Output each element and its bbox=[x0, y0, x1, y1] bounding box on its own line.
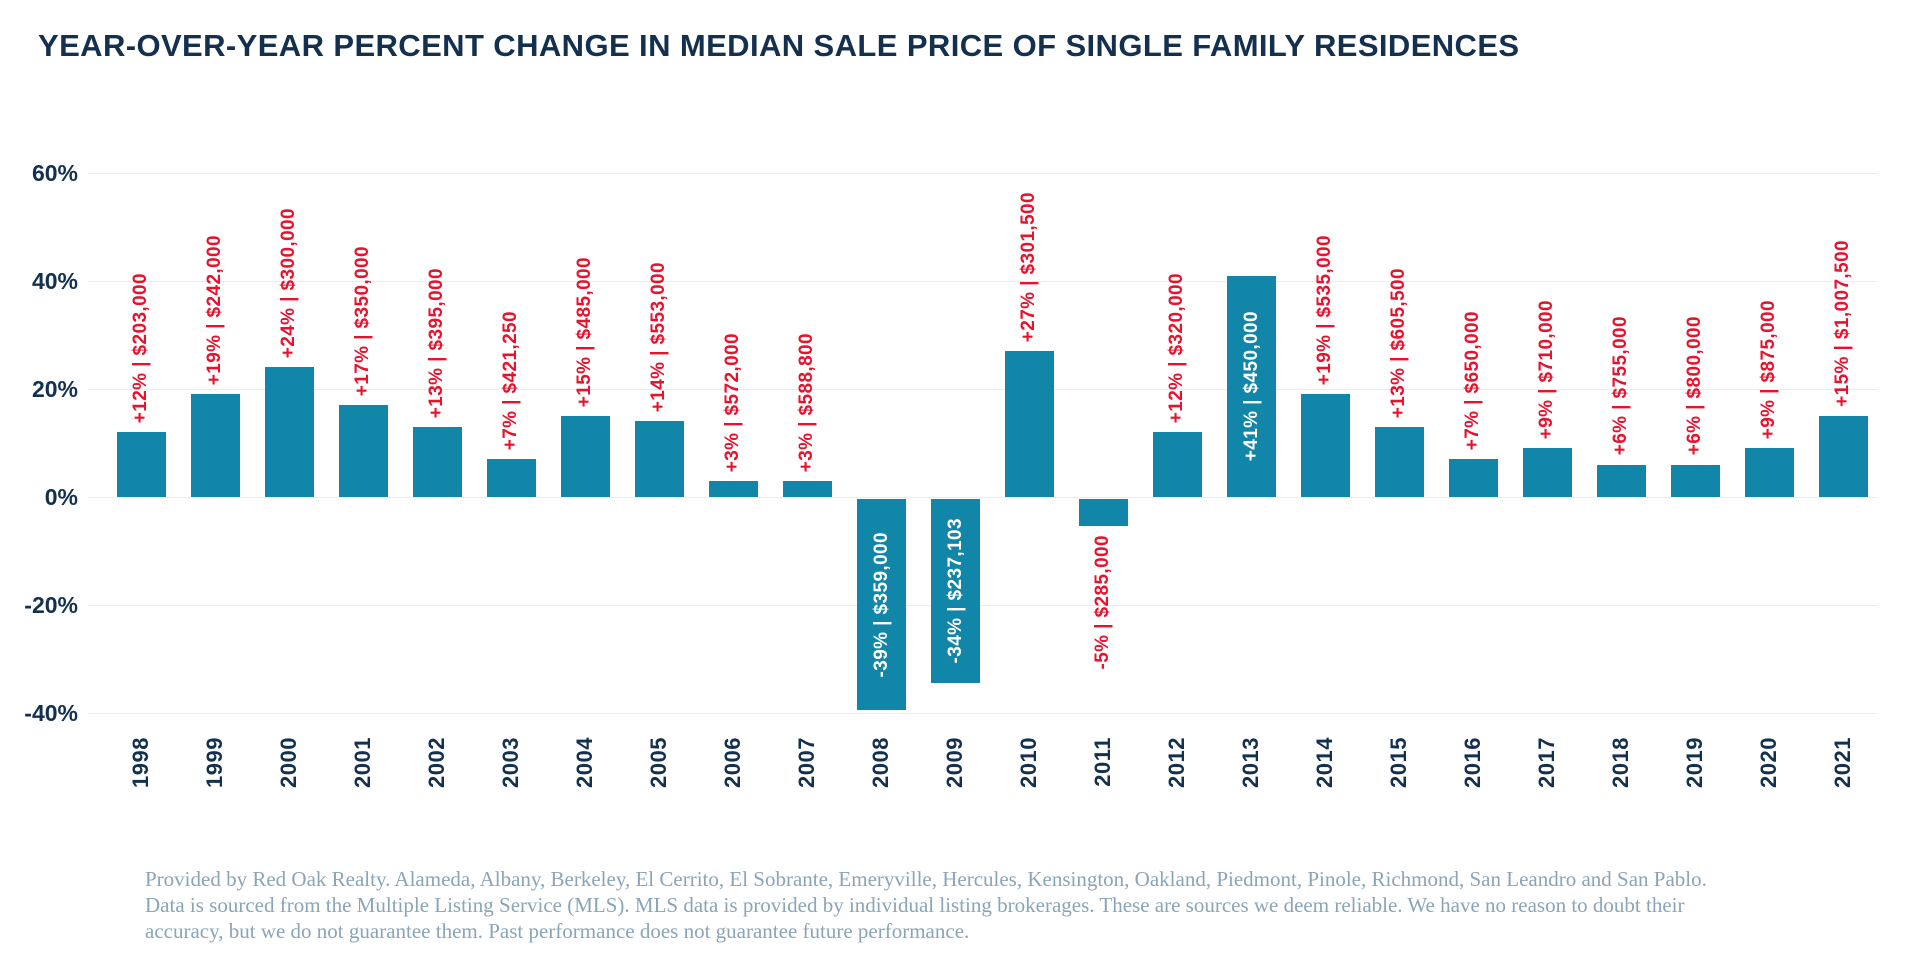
bar bbox=[1374, 426, 1424, 497]
bar-value-label: +19% | $242,000 bbox=[204, 235, 225, 386]
footer-disclaimer: Provided by Red Oak Realty. Alameda, Alb… bbox=[145, 866, 1885, 944]
bar bbox=[1522, 448, 1572, 497]
bar-value-label: +12% | $320,000 bbox=[1166, 272, 1187, 424]
x-axis-year-label: 2020 bbox=[1756, 737, 1781, 788]
gridline bbox=[88, 389, 1878, 390]
bar-value-label: +13% | $605,500 bbox=[1388, 267, 1409, 418]
bar-value-label: +12% | $203,000 bbox=[130, 272, 151, 424]
x-axis-year-label: 2007 bbox=[794, 737, 819, 788]
y-axis-tick-label: -40% bbox=[24, 700, 78, 726]
bar bbox=[1152, 432, 1202, 497]
bar-value-label: +15% | $1,007,500 bbox=[1832, 240, 1853, 407]
x-axis-year-label: 2011 bbox=[1090, 737, 1115, 787]
bar-value-label: -5% | $285,000 bbox=[1092, 535, 1113, 670]
y-axis-tick-label: 20% bbox=[31, 376, 78, 402]
x-axis-year-label: 2015 bbox=[1386, 737, 1411, 788]
bar-value-label: +19% | $535,000 bbox=[1314, 235, 1335, 386]
footer-line: accuracy, but we do not guarantee them. … bbox=[145, 919, 970, 943]
bar-value-label-wrap: -34% | $237,103 bbox=[931, 499, 980, 683]
bar bbox=[1670, 464, 1720, 497]
bar bbox=[116, 432, 166, 497]
bar-value-label: +15% | $485,000 bbox=[574, 256, 595, 407]
x-axis-year-label: 2003 bbox=[498, 737, 523, 788]
bar bbox=[782, 480, 832, 497]
bar-value-label: +41% | $450,000 bbox=[1240, 311, 1262, 462]
x-axis-year-label: 2008 bbox=[868, 737, 893, 788]
x-axis-year-label: 2017 bbox=[1534, 737, 1559, 788]
bar bbox=[1300, 394, 1350, 497]
bar-value-label: +13% | $395,000 bbox=[426, 267, 447, 418]
bar bbox=[634, 421, 684, 497]
bar-value-label: -39% | $359,000 bbox=[870, 531, 892, 678]
bar bbox=[708, 480, 758, 497]
bar-value-label: +9% | $710,000 bbox=[1536, 300, 1557, 440]
gridline bbox=[88, 173, 1878, 174]
y-axis-tick-label: 60% bbox=[31, 160, 78, 186]
bar-value-label-wrap: -39% | $359,000 bbox=[857, 499, 906, 710]
bar-value-label: -34% | $237,103 bbox=[944, 518, 966, 664]
x-axis-year-label: 2000 bbox=[276, 737, 301, 788]
x-axis-year-label: 2005 bbox=[646, 737, 671, 788]
bar-value-label: +6% | $755,000 bbox=[1610, 316, 1631, 456]
x-axis-year-label: 2006 bbox=[720, 737, 745, 788]
footer-line: Provided by Red Oak Realty. Alameda, Alb… bbox=[145, 867, 1707, 891]
bar bbox=[412, 426, 462, 497]
x-axis-year-label: 1998 bbox=[128, 737, 153, 788]
x-axis-year-label: 2010 bbox=[1016, 737, 1041, 788]
x-axis-year-label: 2018 bbox=[1608, 737, 1633, 788]
x-axis-year-label: 1999 bbox=[202, 737, 227, 788]
bar-value-label: +27% | $301,500 bbox=[1018, 191, 1039, 343]
x-axis-year-label: 2016 bbox=[1460, 737, 1485, 788]
bar-value-label: +3% | $572,000 bbox=[722, 332, 743, 472]
bar-value-label: +17% | $350,000 bbox=[352, 245, 373, 397]
bar-value-label: +9% | $875,000 bbox=[1758, 300, 1779, 440]
x-axis-year-label: 2021 bbox=[1830, 737, 1855, 788]
x-axis-year-label: 2014 bbox=[1312, 737, 1337, 788]
chart-title: YEAR-OVER-YEAR PERCENT CHANGE IN MEDIAN … bbox=[38, 28, 1520, 63]
bar-value-label: +7% | $650,000 bbox=[1462, 310, 1483, 451]
bar-value-label: +6% | $800,000 bbox=[1684, 316, 1705, 456]
bar bbox=[190, 394, 240, 497]
bar bbox=[560, 416, 610, 497]
bar-value-label: +14% | $553,000 bbox=[648, 262, 669, 413]
gridline bbox=[88, 497, 1878, 498]
bar-value-label-wrap: +41% | $450,000 bbox=[1227, 276, 1276, 497]
bar bbox=[1226, 275, 1276, 497]
x-axis-year-label: 2019 bbox=[1682, 737, 1707, 788]
x-axis-year-label: 2013 bbox=[1238, 737, 1263, 788]
bar-value-label: +7% | $421,250 bbox=[500, 310, 521, 451]
bar-value-label: +3% | $588,800 bbox=[796, 332, 817, 472]
bar bbox=[1818, 416, 1868, 497]
footer-line: Data is sourced from the Multiple Listin… bbox=[145, 893, 1685, 917]
bar bbox=[1596, 464, 1646, 497]
bar bbox=[338, 405, 388, 497]
bar bbox=[1744, 448, 1794, 497]
bar bbox=[856, 499, 906, 710]
x-axis-year-label: 2001 bbox=[350, 737, 375, 788]
bar bbox=[1448, 459, 1498, 497]
bar-value-label: +24% | $300,000 bbox=[278, 208, 299, 359]
y-axis-tick-label: -20% bbox=[24, 592, 78, 618]
bar bbox=[930, 499, 980, 683]
bar bbox=[1078, 499, 1128, 526]
bar bbox=[1004, 351, 1054, 497]
x-axis-year-label: 2009 bbox=[942, 737, 967, 788]
gridline bbox=[88, 713, 1878, 714]
x-axis-year-label: 2002 bbox=[424, 737, 449, 788]
bar bbox=[264, 367, 314, 497]
y-axis-tick-label: 0% bbox=[44, 484, 78, 510]
x-axis-year-label: 2012 bbox=[1164, 737, 1189, 788]
x-axis-year-label: 2004 bbox=[572, 737, 597, 788]
gridline bbox=[88, 281, 1878, 282]
bar bbox=[486, 459, 536, 497]
gridline bbox=[88, 605, 1878, 606]
y-axis-tick-label: 40% bbox=[31, 268, 78, 294]
